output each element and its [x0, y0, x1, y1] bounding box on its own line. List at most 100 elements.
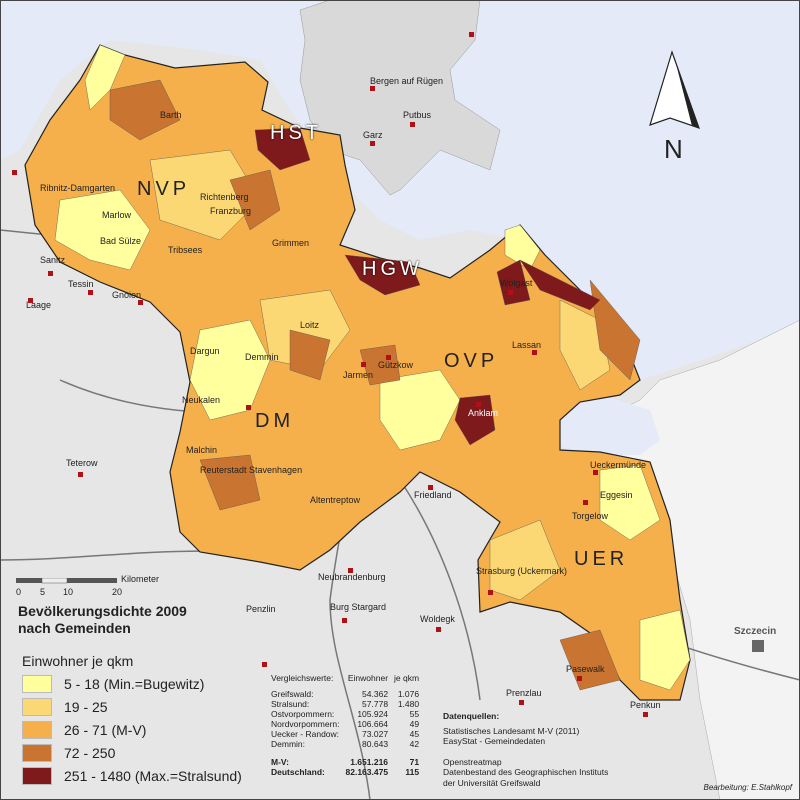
town-label: Prenzlau [506, 688, 542, 698]
table-row: Ostvorpommern: 105.924 55 [268, 709, 422, 719]
cell: 54.362 [362, 689, 389, 699]
cell: 55 [409, 709, 420, 719]
town-label: Loitz [300, 320, 320, 330]
town-label: Ribnitz-Damgarten [40, 183, 116, 193]
scale-unit: Kilometer [121, 574, 160, 584]
legend-item: 251 - 1480 (Max.=Stralsund) [22, 767, 242, 785]
legend-item: 19 - 25 [22, 698, 108, 716]
town-label: Burg Stargard [330, 602, 387, 612]
town-label: Malchin [186, 445, 218, 455]
north-label: N [664, 134, 683, 164]
ruegen-island [299, 0, 501, 196]
town-label: Neukalen [182, 395, 221, 405]
town-label: Ueckermünde [590, 460, 647, 470]
source-line: EasyStat - Gemeindedaten [443, 736, 546, 746]
legend-label: 19 - 25 [64, 699, 108, 715]
legend-swatch [22, 675, 52, 693]
district-label-uer: UER [574, 548, 629, 570]
town-label: Pasewalk [566, 664, 605, 674]
source-line: der Universität Greifswald [443, 777, 541, 788]
table-row: Stralsund: 57.778 1.480 [268, 699, 422, 709]
source-line: Statistisches Landesamt M-V (2011) [443, 725, 580, 736]
district-label-hgw: HGW [362, 258, 423, 280]
town-label: Garz [363, 130, 383, 140]
scale-tick: 20 [112, 587, 123, 597]
town-label: Gnoien [112, 290, 142, 300]
town-label: Neubrandenburg [318, 572, 386, 582]
district-label-ovp: OVP [444, 350, 499, 372]
legend-item: 5 - 18 (Min.=Bugewitz) [22, 675, 204, 693]
town-label: Tribsees [168, 245, 203, 255]
cell: 1.480 [397, 699, 420, 709]
scale-tick: 5 [40, 587, 46, 597]
legend-label: 5 - 18 (Min.=Bugewitz) [64, 676, 205, 692]
town-label: Altentreptow [310, 495, 361, 505]
cell: 115 [405, 767, 420, 777]
town-label: Marlow [102, 210, 132, 220]
cell: 106.664 [357, 719, 389, 729]
cell: M-V: [271, 757, 289, 767]
town-label: Jarmen [343, 370, 374, 380]
legend-swatch [22, 698, 52, 716]
town-label: Szczecin [734, 626, 777, 637]
title-line: nach Gemeinden [18, 620, 131, 636]
legend-label: 72 - 250 [64, 745, 116, 761]
cell: Uecker - Randow: [271, 729, 340, 739]
district-label-hst: HST [270, 122, 322, 144]
header-cell: Einwohner [347, 673, 389, 683]
district-label-nvp: NVP [137, 178, 191, 200]
legend-swatch [22, 744, 52, 762]
header-cell: je qkm [394, 673, 420, 683]
legend-label: 26 - 71 (M-V) [64, 722, 147, 738]
scale-tick: 0 [16, 587, 22, 597]
table-header: Vergleichswerte: Einwohner je qkm [268, 673, 422, 683]
town-label: Bergen auf Rügen [370, 76, 444, 86]
town-label: Friedland [414, 490, 452, 500]
legend-item: 26 - 71 (M-V) [22, 721, 146, 739]
town-label: Eggesin [600, 490, 633, 500]
table-row: Greifswald: 54.362 1.076 [268, 689, 422, 699]
town-label: Reuterstadt Stavenhagen [200, 465, 303, 475]
town-label: Bad Sülze [100, 236, 142, 246]
cell: Deutschland: [271, 767, 325, 777]
data-sources: Datenquellen: Statistisches Landesamt M-… [443, 711, 608, 788]
town-label: Grimmen [272, 238, 310, 248]
header-cell: Vergleichswerte: [271, 673, 334, 683]
town-label: Tessin [68, 279, 94, 289]
table-row-total: Deutschland: 82.163.475 115 [268, 767, 422, 777]
table-row: Nordvorpommern: 106.664 49 [268, 719, 422, 729]
town-label: Putbus [403, 110, 432, 120]
scale-tick: 10 [63, 587, 74, 597]
town-label: Dargun [190, 346, 220, 356]
sources-heading: Datenquellen: [443, 711, 500, 721]
cell: 57.778 [362, 699, 389, 709]
comparison-table: Vergleichswerte: Einwohner je qkm Greifswa… [268, 673, 422, 777]
map-title: Bevölkerungsdichte 2009 nach Gemeinden [18, 603, 187, 637]
cell: 71 [409, 757, 420, 767]
town-label: Penkun [630, 700, 661, 710]
cell: Nordvorpommern: [271, 719, 340, 729]
table-row: Demmin: 80.643 42 [268, 739, 422, 749]
town-markers [12, 32, 648, 717]
legend-swatch [22, 767, 52, 785]
source-line: Openstreatmap [443, 756, 502, 767]
town-label: Penzlin [246, 604, 276, 614]
cell: 73.027 [362, 729, 389, 739]
district-label-dm: DM [255, 410, 295, 432]
cell: Ostvorpommern: [271, 709, 335, 719]
town-label: Lassan [512, 340, 542, 350]
credit: Bearbeitung: E.Stahlkopf [703, 783, 792, 792]
town-label: Sanitz [40, 255, 66, 265]
town-label: Laage [26, 300, 52, 310]
town-label: Richtenberg [200, 192, 249, 202]
table-row-total: M-V: 1.651.216 71 [268, 757, 422, 767]
szczecin-marker [752, 640, 764, 652]
cell: 82.163.475 [345, 767, 389, 777]
town-label: Franzburg [210, 206, 252, 216]
legend-swatch [22, 721, 52, 739]
scale-bar: Kilometer 0 5 10 20 [16, 574, 196, 609]
cell: 1.076 [397, 689, 420, 699]
town-label: Torgelow [572, 511, 609, 521]
town-label: Strasburg (Uckermark) [476, 566, 568, 576]
